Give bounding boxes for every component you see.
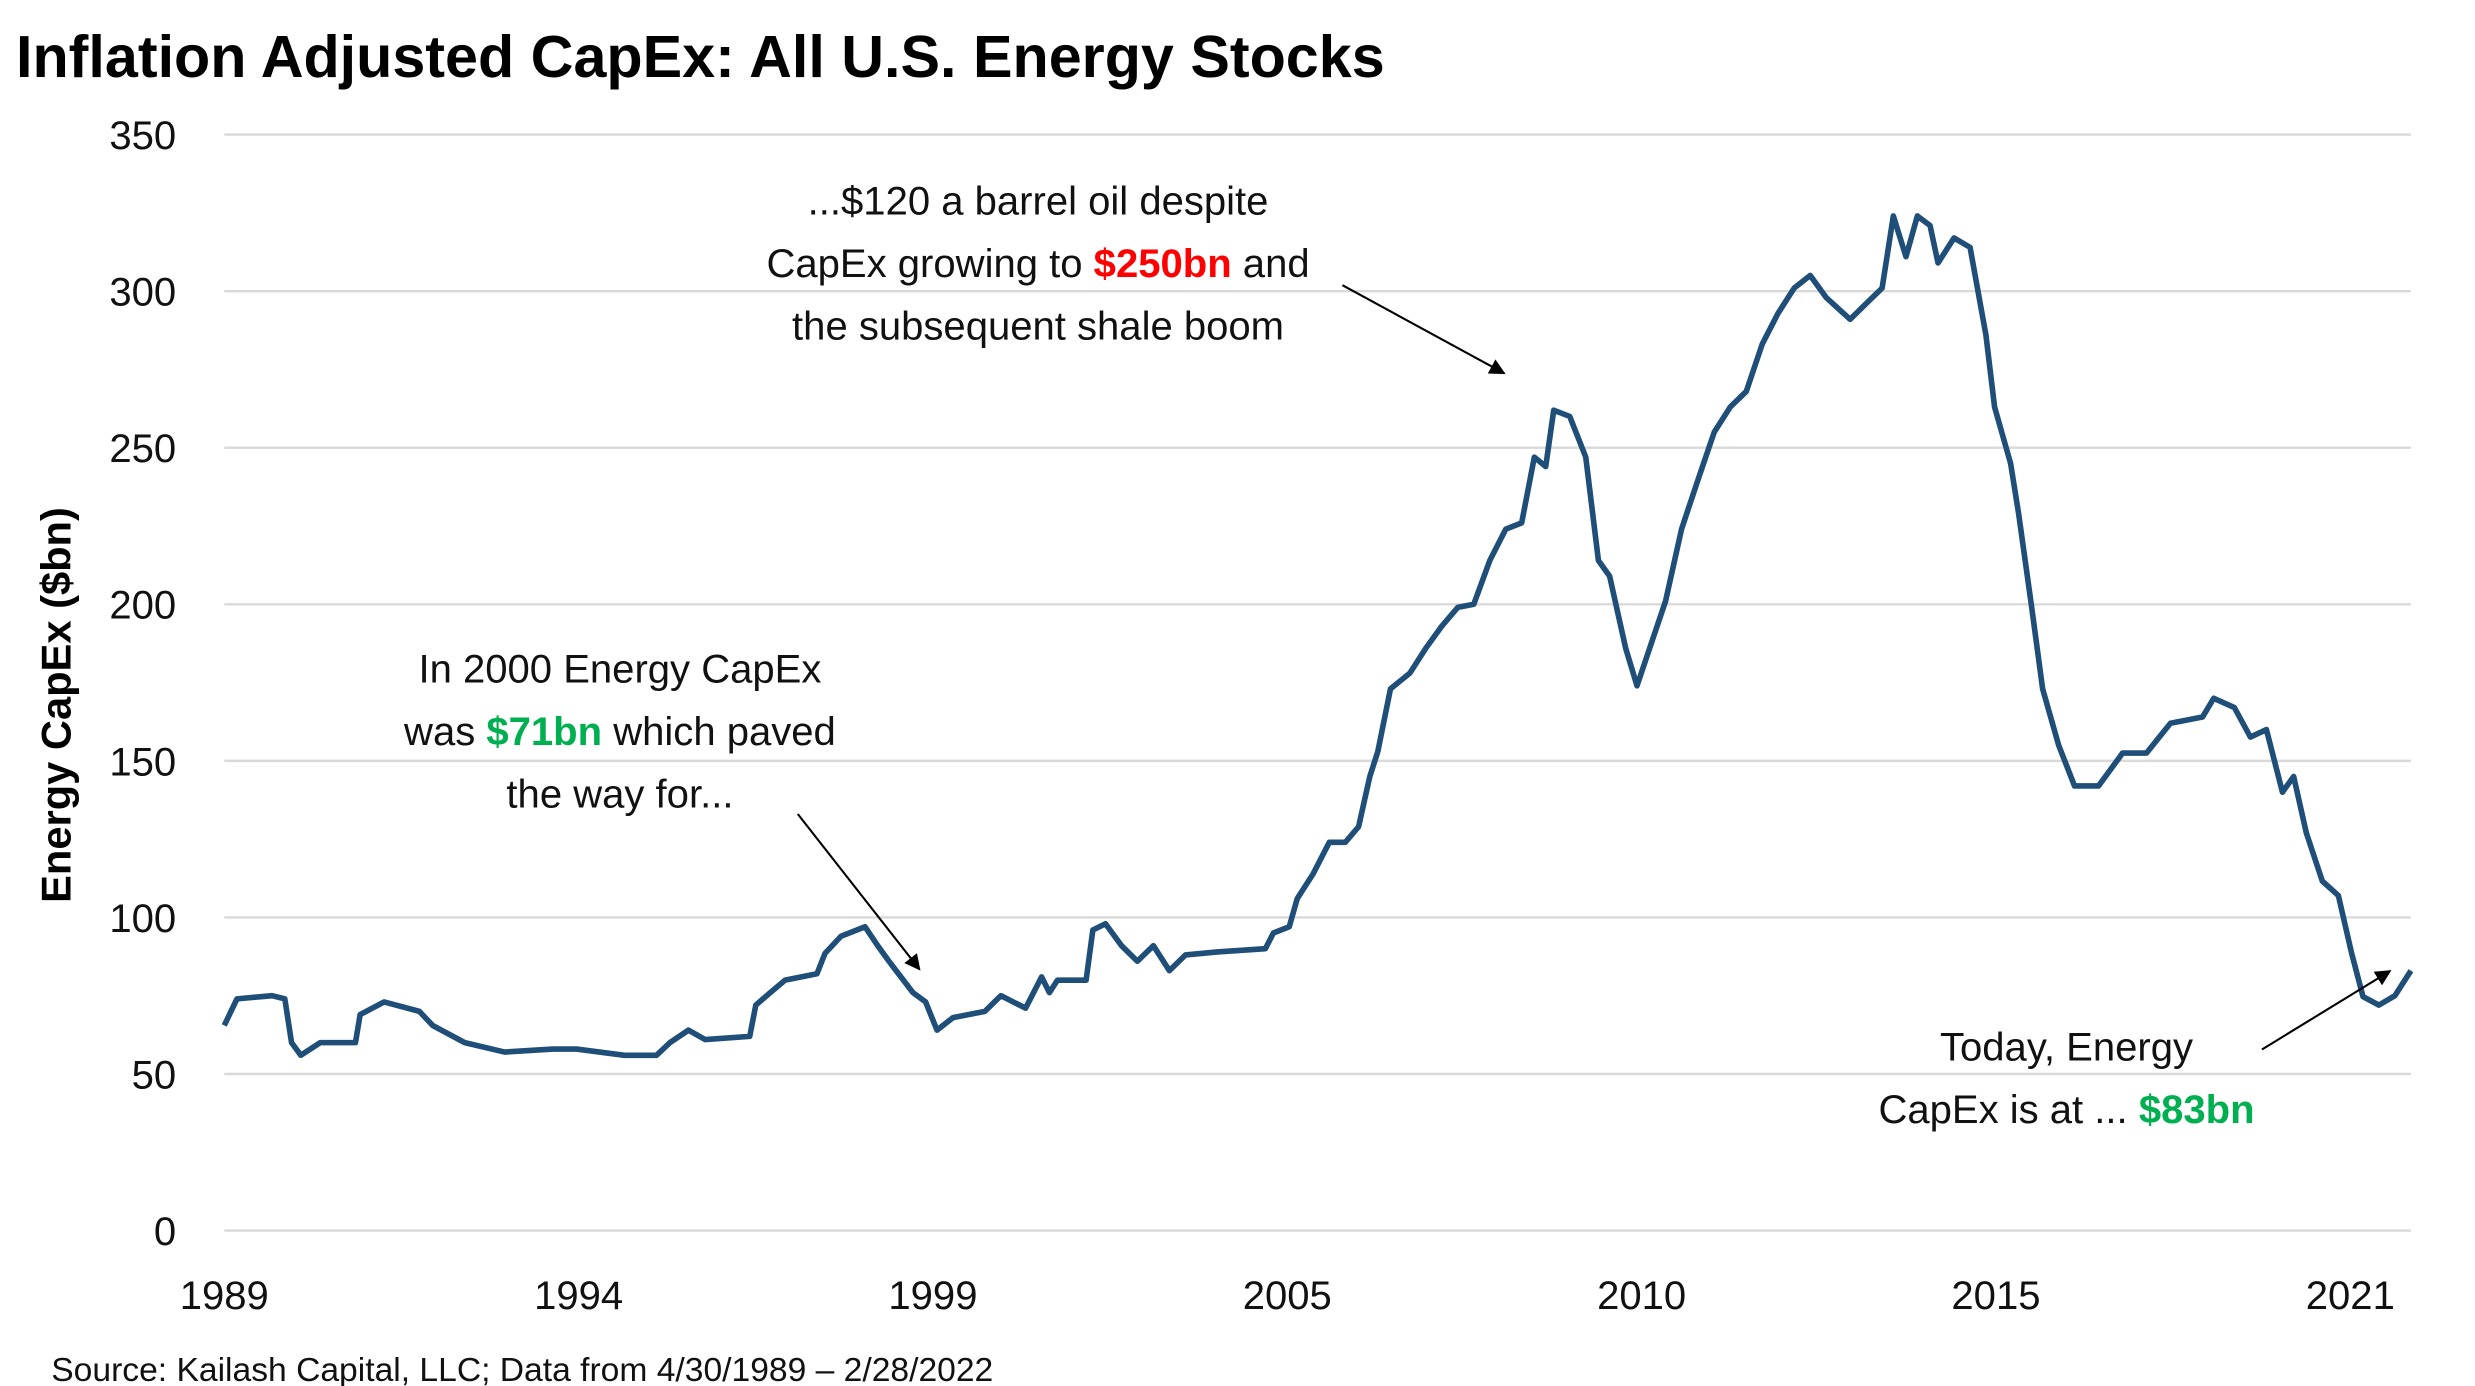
highlight-83bn: $83bn: [2139, 1088, 2255, 1132]
arrow-today: [2261, 970, 2392, 1051]
annotation-line: the way for...: [506, 773, 733, 817]
svg-text:...$120 a barrel oil despite: ...$120 a barrel oil despite: [808, 180, 1269, 224]
svg-text:the way for...: the way for...: [506, 773, 733, 817]
y-tick-label: 150: [109, 740, 176, 784]
highlight-71bn: $71bn: [486, 710, 602, 754]
y-tick-label: 200: [109, 584, 176, 628]
y-tick-label: 50: [132, 1053, 177, 1097]
arrow-2000: [796, 813, 921, 971]
annotation-line: was: [403, 710, 486, 754]
gridlines: [224, 133, 2411, 1232]
x-tick-label: 2005: [1243, 1274, 1332, 1318]
x-tick-label: 2015: [1951, 1274, 2040, 1318]
svg-text:CapEx is at ... $83bn: CapEx is at ... $83bn: [1878, 1088, 2254, 1132]
y-tick-label: 350: [109, 114, 176, 158]
y-tick-label: 100: [109, 897, 176, 941]
svg-text:CapEx growing to $250bn and: CapEx growing to $250bn and: [766, 242, 1309, 286]
annotation-line: CapEx growing to: [766, 242, 1093, 286]
x-tick-label: 1989: [180, 1274, 269, 1318]
svg-text:the subsequent shale boom: the subsequent shale boom: [792, 305, 1284, 349]
chart-title: Inflation Adjusted CapEx: All U.S. Energ…: [16, 23, 1385, 90]
arrow-2008: [1341, 284, 1506, 375]
x-tick-labels: 1989 1994 1999 2005 2010 2015 2021: [180, 1274, 2395, 1318]
annotation-line: which paved: [602, 710, 836, 754]
annotation-line: and: [1232, 242, 1310, 286]
x-tick-label: 2021: [2306, 1274, 2395, 1318]
y-tick-label: 250: [109, 427, 176, 471]
annotation-line: Today, Energy: [1940, 1026, 2193, 1070]
annotation-2000: In 2000 Energy CapEx was $71bn which pav…: [403, 648, 921, 971]
y-tick-label: 300: [109, 271, 176, 315]
y-tick-label: 0: [154, 1210, 176, 1254]
source-note: Source: Kailash Capital, LLC; Data from …: [51, 1352, 993, 1386]
x-tick-label: 2010: [1597, 1274, 1686, 1318]
svg-text:was $71bn which paved: was $71bn which paved: [403, 710, 836, 754]
highlight-250bn: $250bn: [1094, 242, 1232, 286]
series-line: [221, 213, 2414, 1059]
annotation-line: the subsequent shale boom: [792, 305, 1284, 349]
x-tick-label: 1999: [888, 1274, 977, 1318]
svg-text:In 2000 Energy CapEx: In 2000 Energy CapEx: [418, 648, 821, 692]
y-tick-labels: 0 50 100 150 200 250 300 350: [109, 114, 176, 1254]
x-tick-label: 1994: [534, 1274, 623, 1318]
svg-text:Today, Energy: Today, Energy: [1940, 1026, 2193, 1070]
annotation-line: CapEx is at ...: [1878, 1088, 2138, 1132]
annotation-line: ...$120 a barrel oil despite: [808, 180, 1269, 224]
annotation-line: In 2000 Energy CapEx: [418, 648, 821, 692]
y-axis-label: Energy CapEx ($bn): [32, 507, 79, 903]
annotation-2008: ...$120 a barrel oil despite CapEx growi…: [766, 180, 1506, 375]
annotation-today: Today, Energy CapEx is at ... $83bn: [1878, 970, 2392, 1132]
